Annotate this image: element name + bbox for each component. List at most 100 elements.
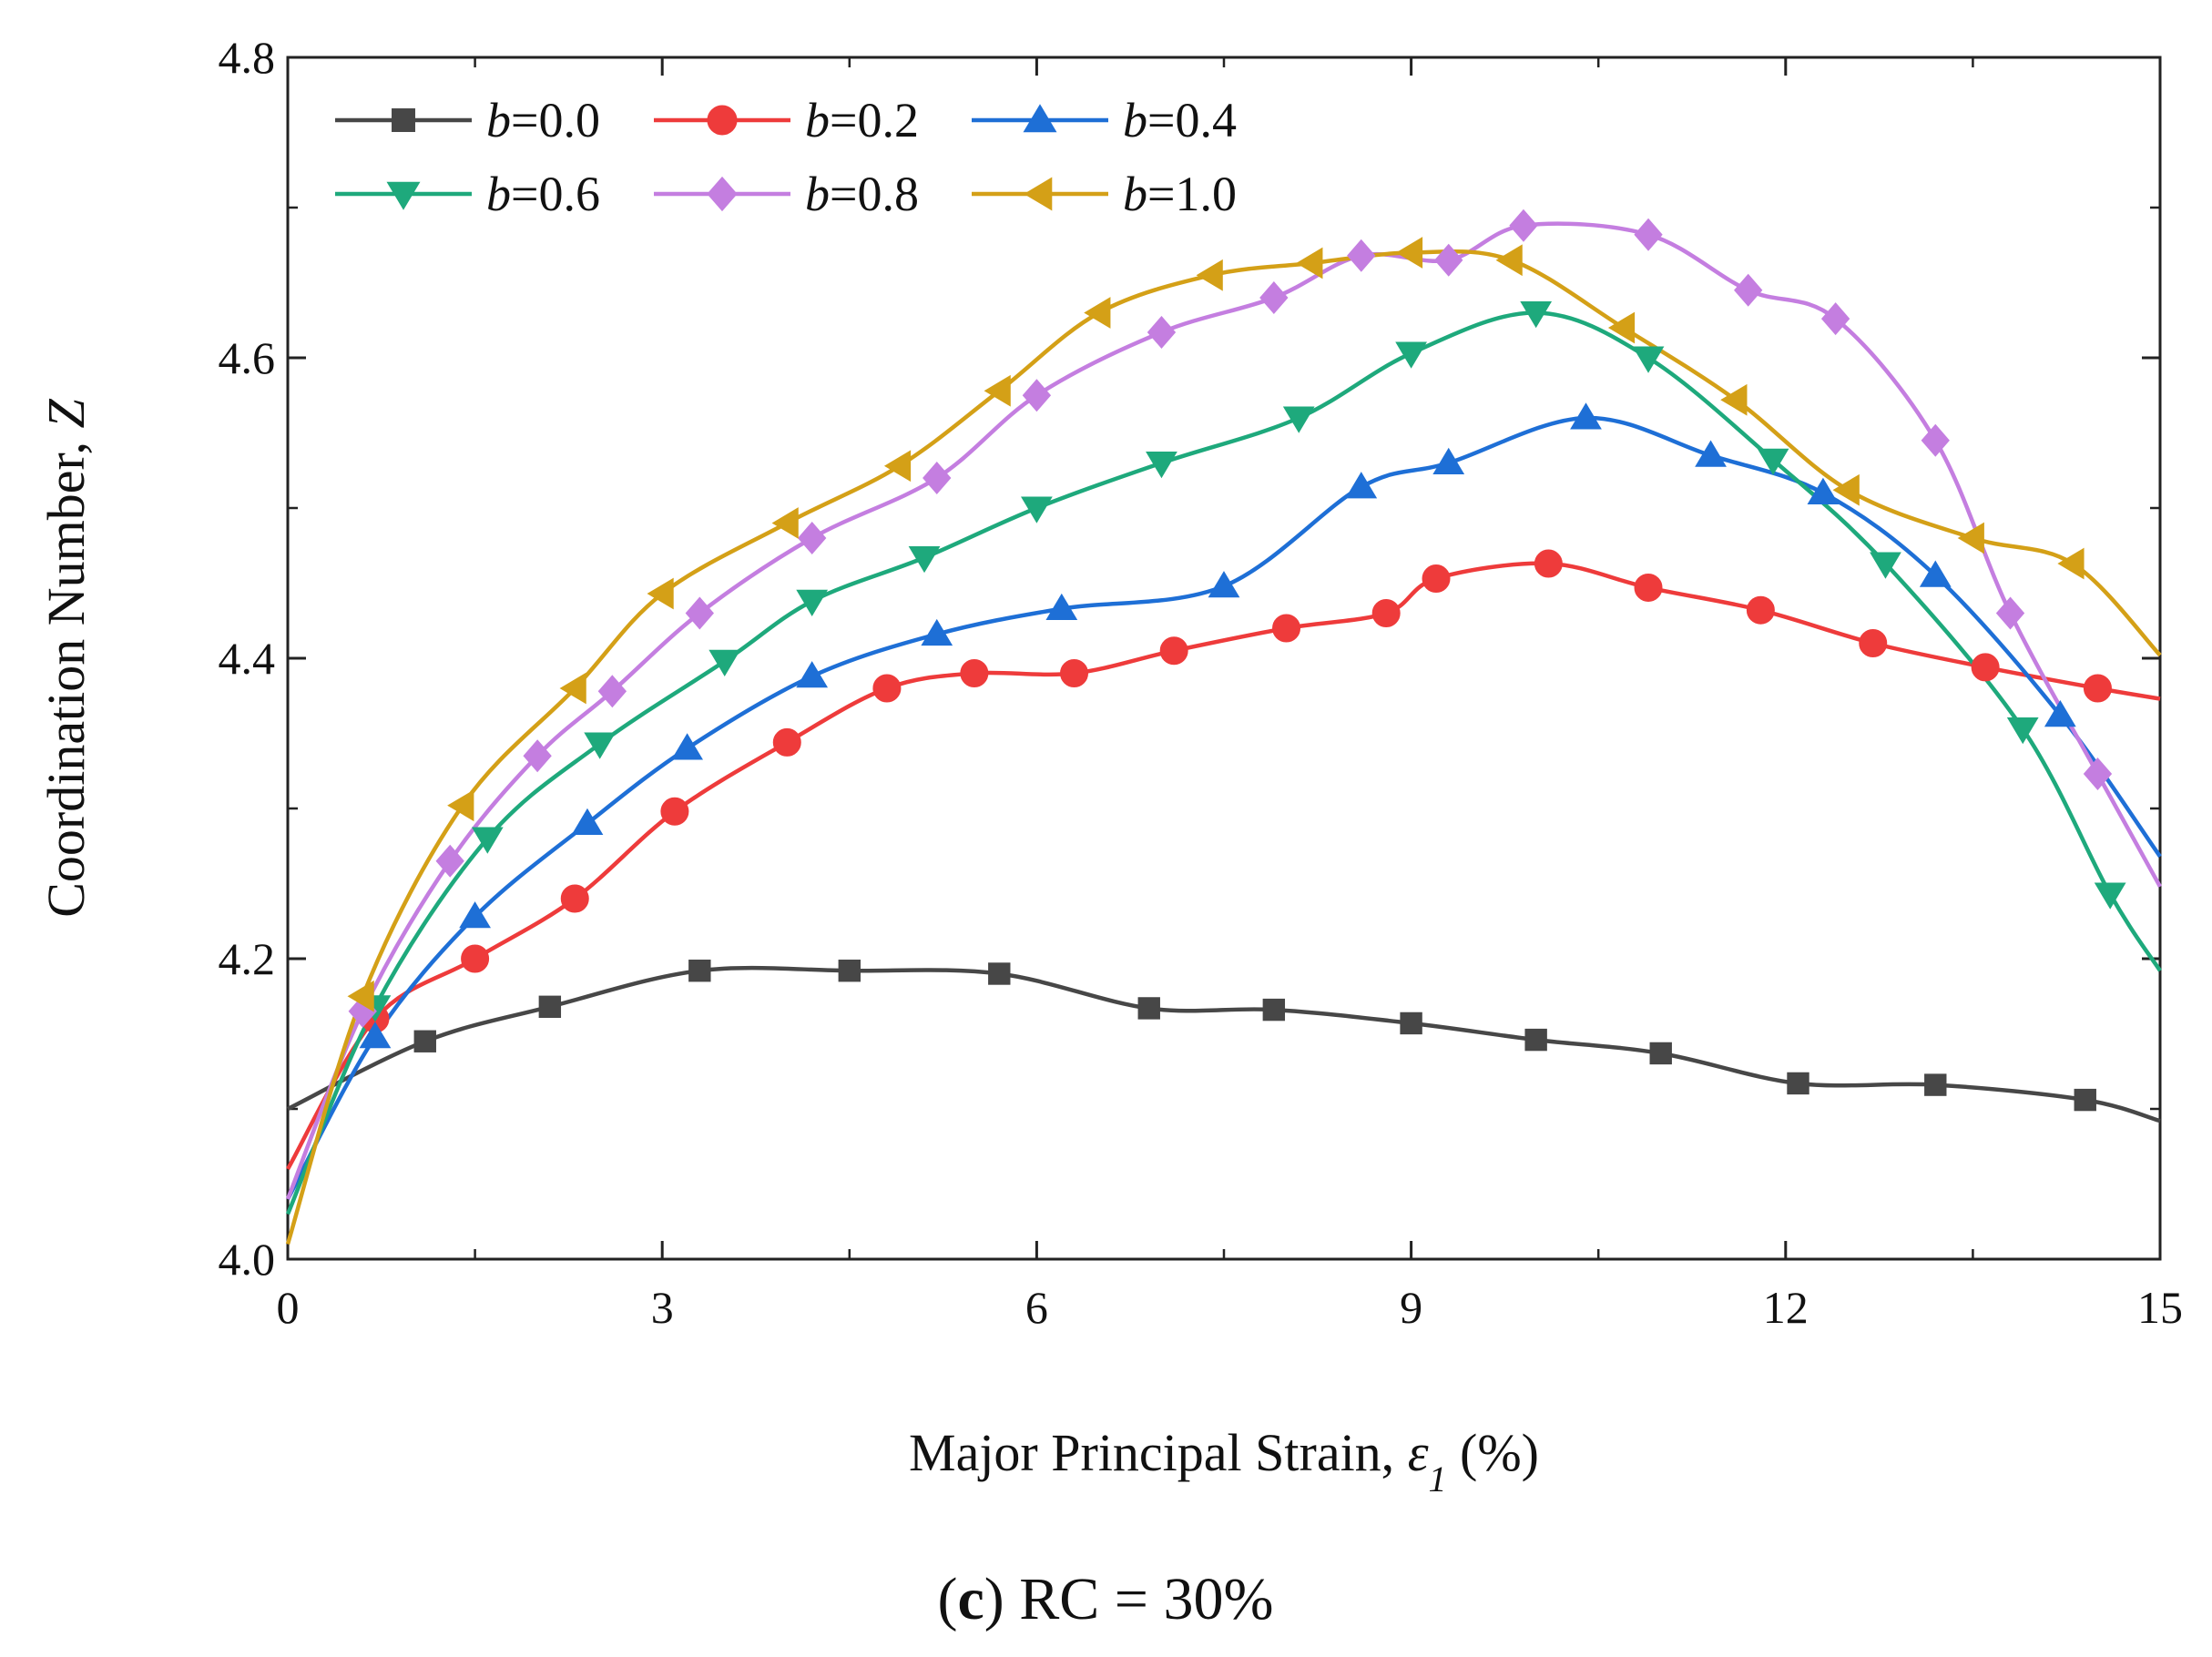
data-point — [471, 827, 504, 854]
legend-item: b=0.4 — [972, 93, 1237, 147]
data-point — [523, 739, 552, 773]
series-line-3 — [285, 310, 2162, 1215]
data-point — [838, 960, 861, 982]
x-tick-label: 3 — [651, 1282, 674, 1333]
data-point — [1632, 346, 1665, 373]
data-point — [1534, 549, 1563, 578]
legend-item: b=0.6 — [335, 167, 600, 221]
data-point — [1520, 301, 1553, 329]
data-point — [1296, 247, 1323, 280]
data-point — [1084, 297, 1111, 329]
data-point — [1262, 998, 1286, 1022]
data-point — [1208, 571, 1240, 598]
data-point — [708, 649, 741, 677]
data-point — [597, 675, 627, 708]
data-point — [921, 618, 953, 646]
data-point — [571, 808, 604, 835]
data-point — [1859, 629, 1888, 657]
data-point — [1137, 997, 1160, 1020]
data-point — [347, 980, 374, 1012]
data-point — [1021, 496, 1053, 524]
data-point — [1634, 218, 1663, 251]
series-line-5 — [285, 249, 2162, 1245]
data-point — [461, 944, 490, 973]
data-point — [798, 521, 827, 555]
data-point — [923, 461, 952, 495]
legend-marker — [1023, 104, 1057, 133]
data-point — [1870, 552, 1901, 579]
y-tick-label: 4.6 — [219, 332, 276, 383]
data-point — [584, 732, 617, 759]
data-point — [671, 733, 703, 760]
data-point — [447, 789, 474, 822]
x-tick-label: 6 — [1025, 1282, 1048, 1333]
series-markers-2 — [359, 402, 2076, 1049]
data-point — [1345, 472, 1378, 499]
data-point — [1259, 280, 1289, 315]
data-point — [1971, 653, 2000, 682]
data-point — [688, 960, 711, 982]
legend-label: b=1.0 — [1123, 167, 1237, 221]
data-point — [1146, 452, 1177, 479]
data-point — [2006, 717, 2039, 745]
data-point — [872, 674, 902, 703]
legend-marker — [707, 176, 738, 212]
x-tick-label: 0 — [277, 1282, 300, 1333]
series-markers-4 — [348, 208, 2113, 1028]
data-point — [1820, 302, 1850, 336]
data-point — [1924, 1073, 1947, 1096]
series-line-0 — [287, 965, 2161, 1123]
data-point — [1957, 522, 1984, 554]
data-point — [1607, 311, 1636, 344]
data-point — [1509, 208, 1538, 242]
legend-label: b=0.0 — [486, 93, 600, 147]
legend: b=0.0 b=0.2 b=0.4 b=0.6 b=0.8 b=1.0 — [335, 93, 1237, 221]
series-markers-1 — [361, 549, 2112, 1033]
data-point — [984, 374, 1011, 407]
data-point — [2074, 1088, 2096, 1112]
legend-label: b=0.2 — [805, 93, 919, 147]
data-point — [1746, 595, 1775, 625]
axis-ticks: 0 3 6 9 12 15 4.0 4.2 4.4 4.6 4.8 — [219, 32, 2184, 1333]
figure-caption: (c) RC = 30% — [937, 1566, 1273, 1632]
data-point — [1159, 636, 1188, 666]
data-point — [1434, 243, 1463, 277]
data-point — [1720, 383, 1748, 416]
data-point — [1147, 315, 1177, 349]
data-point — [1400, 1011, 1422, 1035]
data-point — [1570, 402, 1602, 430]
data-point — [1371, 599, 1401, 627]
legend-label: b=0.8 — [805, 167, 919, 221]
data-point — [1524, 1028, 1547, 1052]
legend-item: b=0.8 — [654, 167, 919, 221]
legend-marker — [1024, 177, 1053, 211]
data-point — [960, 659, 989, 687]
data-point — [413, 1030, 436, 1052]
series-lines — [285, 221, 2162, 1245]
legend-item: b=1.0 — [972, 167, 1237, 221]
y-tick-label: 4.2 — [219, 933, 276, 984]
series-markers-0 — [413, 960, 2096, 1112]
data-point — [1045, 593, 1078, 621]
data-point — [647, 577, 674, 610]
data-point — [1060, 659, 1089, 687]
series-line-2 — [286, 415, 2162, 1201]
data-point — [883, 450, 912, 483]
data-point — [796, 661, 829, 688]
x-tick-label: 9 — [1400, 1282, 1422, 1333]
legend-item: b=0.2 — [654, 93, 919, 147]
legend-item: b=0.0 — [335, 93, 600, 147]
data-point — [435, 844, 464, 878]
data-point — [771, 507, 799, 539]
data-point — [1422, 564, 1451, 594]
data-point — [1395, 341, 1427, 369]
data-point — [1787, 1072, 1809, 1095]
data-point — [1196, 259, 1223, 291]
y-tick-label: 4.4 — [219, 633, 276, 684]
legend-label: b=0.6 — [486, 167, 600, 221]
plot-frame — [286, 56, 2162, 1261]
y-tick-label: 4.8 — [219, 32, 276, 83]
data-point — [1995, 596, 2025, 630]
